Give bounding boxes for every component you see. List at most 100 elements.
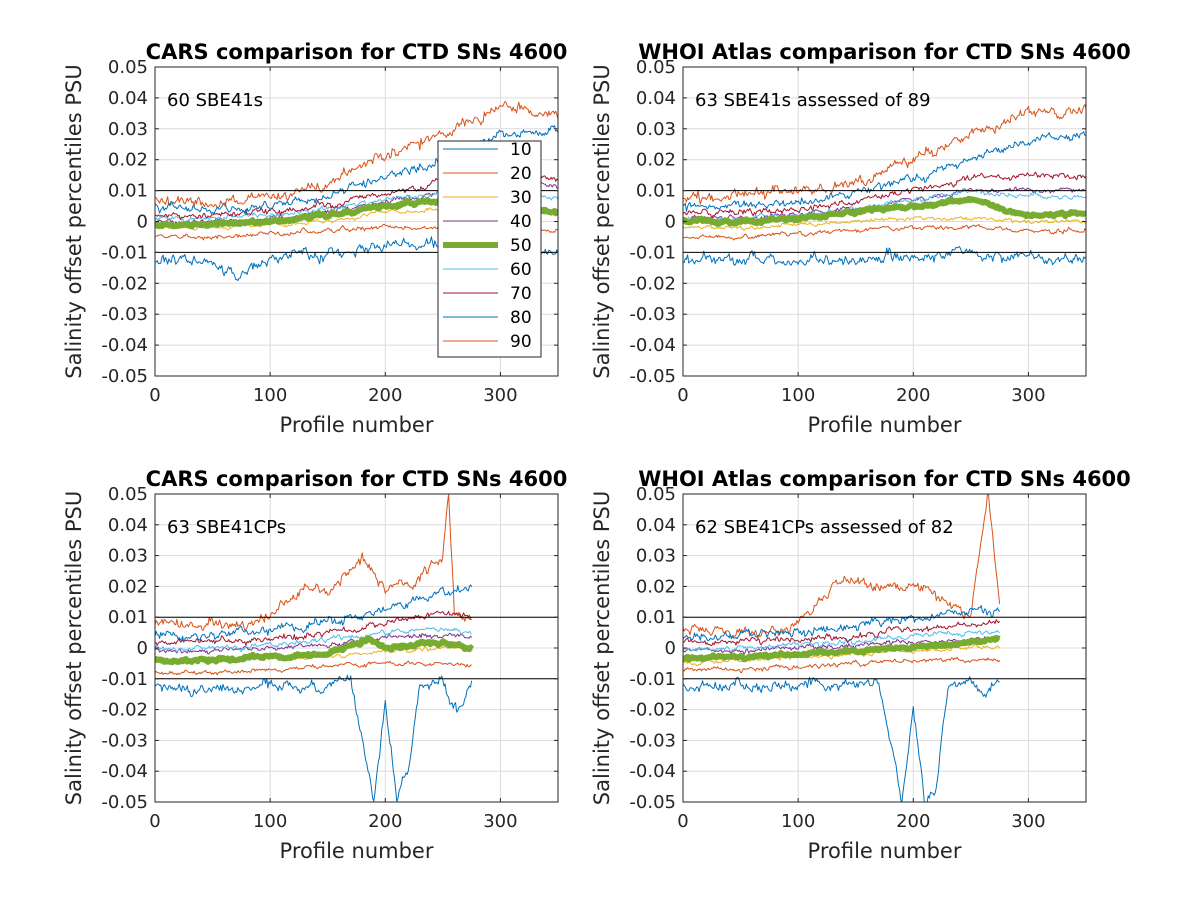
series-line-20 — [683, 494, 1001, 640]
x-tick-label: 100 — [253, 811, 287, 832]
legend-label-10: 10 — [510, 140, 532, 160]
y-tick-label: 0 — [137, 212, 148, 233]
legend-label-20: 20 — [510, 164, 532, 184]
series-line-80 — [683, 604, 1001, 642]
series-line-20 — [155, 494, 472, 631]
chart-title: WHOI Atlas comparison for CTD SNs 4600 — [638, 40, 1131, 64]
y-tick-label: -0.01 — [101, 242, 148, 263]
x-tick-label: 0 — [677, 811, 688, 832]
y-tick-label: 0.03 — [636, 546, 676, 567]
y-axis-label: Salinity offset percentiles PSU — [62, 491, 86, 805]
y-tick-label: -0.04 — [629, 335, 676, 356]
y-tick-label: 0.03 — [636, 119, 676, 140]
series-group — [683, 494, 1002, 802]
series-group — [683, 104, 1086, 266]
legend: 10 20 30 40 50 60 70 80 90 — [437, 140, 542, 358]
y-tick-label: -0.04 — [101, 335, 148, 356]
series-line-70 — [155, 610, 472, 647]
series-line-60 — [155, 627, 473, 653]
x-tick-label: 300 — [1011, 811, 1045, 832]
series-line-90 — [683, 224, 1086, 241]
y-tick-label: 0.04 — [636, 88, 676, 109]
legend-label-50: 50 — [510, 236, 532, 256]
y-tick-label: -0.04 — [101, 761, 148, 782]
x-tick-label: 200 — [368, 385, 402, 406]
legend-label-80: 80 — [510, 308, 532, 328]
x-tick-label: 0 — [149, 385, 160, 406]
panel-4: -0.05 -0.04 -0.03 -0.02 -0.01 0 0.01 0.02 0.03 0.… — [590, 467, 1131, 863]
y-tick-label: -0.05 — [629, 366, 676, 387]
series-line-10 — [683, 245, 1086, 266]
y-tick-label: 0.02 — [108, 576, 148, 597]
x-axis-label: Profile number — [280, 413, 434, 437]
series-line-50 — [683, 634, 1002, 663]
panel-1: -0.05 -0.04 -0.03 -0.02 -0.01 0 0.01 0.02 0.03 0.… — [62, 40, 567, 437]
legend-label-70: 70 — [510, 284, 532, 304]
y-tick-label: 0.01 — [636, 607, 676, 628]
legend-label-40: 40 — [510, 212, 532, 232]
y-tick-label: -0.01 — [629, 242, 676, 263]
y-tick-label: 0.01 — [108, 607, 148, 628]
y-axis-label: Salinity offset percentiles PSU — [590, 491, 614, 805]
legend-label-90: 90 — [510, 332, 532, 352]
y-tick-label: -0.02 — [101, 700, 148, 721]
y-tick-label: -0.01 — [101, 669, 148, 690]
series-line-10 — [683, 676, 1000, 802]
x-tick-label: 100 — [781, 385, 815, 406]
series-line-30 — [683, 215, 1086, 231]
y-tick-label: 0 — [665, 212, 676, 233]
y-tick-label: 0.02 — [636, 150, 676, 171]
x-tick-label: 200 — [896, 811, 930, 832]
x-tick-label: 100 — [781, 811, 815, 832]
panel-3: -0.05 -0.04 -0.03 -0.02 -0.01 0 0.01 0.02 0.03 0.… — [62, 467, 567, 863]
x-tick-label: 300 — [483, 385, 517, 406]
y-tick-label: -0.05 — [101, 792, 148, 813]
y-tick-label: -0.05 — [629, 792, 676, 813]
series-line-20 — [683, 104, 1086, 205]
y-tick-label: 0 — [137, 638, 148, 659]
x-tick-label: 0 — [677, 385, 688, 406]
y-tick-label: 0.02 — [636, 576, 676, 597]
y-tick-label: -0.03 — [101, 304, 148, 325]
series-line-70 — [683, 171, 1086, 219]
y-tick-label: -0.03 — [629, 304, 676, 325]
y-tick-label: -0.02 — [629, 273, 676, 294]
x-axis-label: Profile number — [808, 839, 962, 863]
series-line-80 — [155, 584, 473, 643]
y-tick-label: -0.01 — [629, 669, 676, 690]
y-tick-label: -0.04 — [629, 761, 676, 782]
y-tick-label: 0.05 — [636, 57, 676, 78]
y-tick-label: -0.03 — [629, 730, 676, 751]
y-tick-label: 0.03 — [108, 546, 148, 567]
legend-label-30: 30 — [510, 188, 532, 208]
series-line-20 — [155, 100, 558, 209]
y-tick-label: 0.04 — [108, 88, 148, 109]
y-tick-label: 0.02 — [108, 150, 148, 171]
chart-title: CARS comparison for CTD SNs 4600 — [146, 467, 568, 491]
y-tick-label: 0 — [665, 638, 676, 659]
y-tick-label: 0.01 — [636, 181, 676, 202]
y-tick-label: 0.05 — [108, 484, 148, 505]
y-tick-label: 0.03 — [108, 119, 148, 140]
series-line-50 — [155, 635, 474, 666]
series-line-10 — [155, 674, 473, 802]
x-tick-label: 200 — [896, 385, 930, 406]
y-axis-label: Salinity offset percentiles PSU — [62, 64, 86, 378]
annotation-label: 62 SBE41CPs assessed of 82 — [695, 517, 954, 538]
x-tick-label: 100 — [253, 385, 287, 406]
annotation-label: 60 SBE41s — [167, 90, 263, 111]
y-tick-label: -0.02 — [629, 700, 676, 721]
series-line-60 — [683, 629, 1001, 652]
series-line-70 — [683, 619, 1001, 647]
x-tick-label: 300 — [1011, 385, 1045, 406]
legend-box — [437, 140, 542, 358]
series-line-80 — [683, 131, 1086, 212]
chart-title: CARS comparison for CTD SNs 4600 — [146, 40, 568, 64]
x-tick-label: 200 — [368, 811, 402, 832]
series-line-40 — [155, 632, 472, 655]
y-tick-label: 0.01 — [108, 181, 148, 202]
y-tick-label: -0.03 — [101, 730, 148, 751]
y-tick-label: -0.02 — [101, 273, 148, 294]
chart-title: WHOI Atlas comparison for CTD SNs 4600 — [638, 467, 1131, 491]
